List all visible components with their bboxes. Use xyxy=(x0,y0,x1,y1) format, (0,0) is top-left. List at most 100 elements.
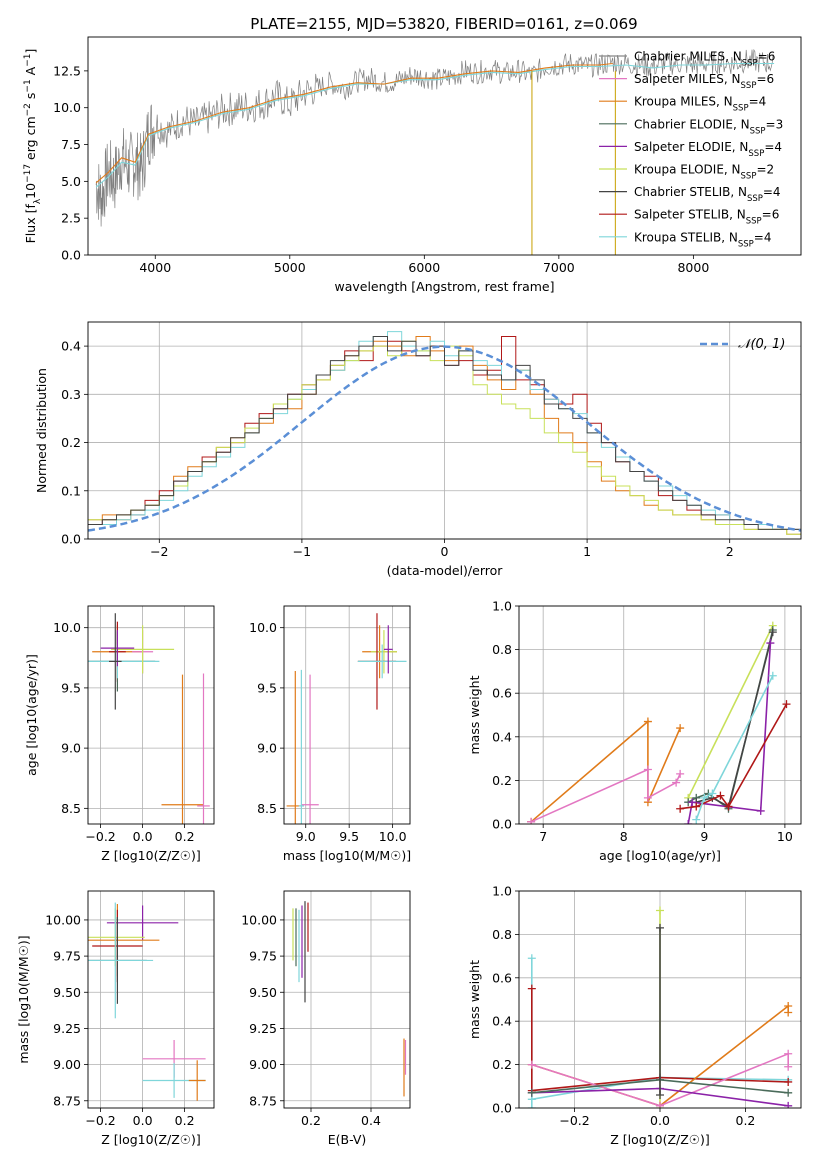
axes-frame xyxy=(518,890,802,1109)
weight-marker xyxy=(527,1104,536,1108)
age_vs_Z-y-label: age [log10(age/yr)] xyxy=(24,654,39,776)
y-tick-label: 2.5 xyxy=(61,211,81,226)
plot-area-mass_vs_Z xyxy=(88,902,206,1101)
spectrum-line-1 xyxy=(95,62,775,188)
y-tick-label: 0.3 xyxy=(61,387,81,402)
x-tick-label: 10 xyxy=(777,829,793,844)
axes-spectrum: 4000 5000 6000 7000 8000 0.0 2.5 5.0 7.5 10.0 12.5… xyxy=(23,36,802,294)
weight-marker xyxy=(784,1088,793,1097)
y-tick-label: 1.0 xyxy=(492,599,512,614)
plot-area-weight_vs_age xyxy=(527,621,791,824)
weight-marker xyxy=(692,815,701,824)
y-tick-label: 9.75 xyxy=(249,949,277,964)
y-tick-label: 9.0 xyxy=(61,741,81,756)
x-tick-label: 0.0 xyxy=(133,829,153,844)
gaussian-reference-curve xyxy=(88,345,801,532)
y-tick-label: 9.50 xyxy=(249,985,277,1000)
y-tick-label: 0.0 xyxy=(61,248,81,263)
y-tick-label: 10.0 xyxy=(53,620,81,635)
weight-marker xyxy=(724,802,733,811)
x-tick-label: 10.0 xyxy=(379,829,407,844)
x-tick-label: −0.2 xyxy=(559,1113,589,1128)
y-tick-label: 9.0 xyxy=(257,741,277,756)
y-tick-label: 9.5 xyxy=(257,680,277,695)
y-tick-label: 9.50 xyxy=(53,985,81,1000)
weight-marker xyxy=(708,789,717,798)
x-tick-label: 2 xyxy=(726,544,734,559)
weight-marker xyxy=(656,923,664,932)
y-tick-label: 10.0 xyxy=(53,100,81,115)
weight-marker xyxy=(784,1077,793,1086)
axes-frame xyxy=(87,36,802,256)
legend-entry: Chabrier ELODIE, NSSP=3 xyxy=(634,117,783,136)
weight-marker xyxy=(766,639,775,648)
x-tick-label: 7000 xyxy=(543,260,575,275)
axes-frame xyxy=(87,321,802,540)
mass_vs_Z-x-label: Z [log10(Z/Z☉)] xyxy=(101,1132,201,1147)
x-tick-label: 4000 xyxy=(139,260,171,275)
legend-gaussian-label: 𝒩(0, 1) xyxy=(738,337,785,352)
axes-frame xyxy=(87,890,215,1109)
weight-marker xyxy=(688,798,697,807)
weight-marker xyxy=(643,793,652,802)
y-tick-label: 0.4 xyxy=(61,339,81,354)
y-tick-label: 10.0 xyxy=(249,620,277,635)
x-tick-label: 9 xyxy=(700,829,708,844)
weight-marker xyxy=(527,984,536,993)
y-tick-label: 0.6 xyxy=(492,686,512,701)
y-tick-label: 0.4 xyxy=(492,729,512,744)
legend-entry: Salpeter MILES, NSSP=6 xyxy=(634,72,774,91)
weight_vs_age-y-label: mass weight xyxy=(467,675,482,754)
y-tick-label: 0.2 xyxy=(492,773,512,788)
axes-age_vs_Z: −0.2 0.0 0.2 8.5 9.0 9.5 10.0 Z [log10(Z/Z☉)] ag… xyxy=(24,605,215,863)
y-tick-label: 0.8 xyxy=(492,927,512,942)
y-tick-label: 0.1 xyxy=(61,483,81,498)
y-tick-label: 0.2 xyxy=(492,1057,512,1072)
y-tick-label: 0.0 xyxy=(492,1101,512,1116)
axes-age_vs_mass: 9.0 9.5 10.0 8.5 9.0 9.5 10.0 mass [log10(M/M☉)… xyxy=(249,605,411,863)
legend-entry: Salpeter ELODIE, NSSP=4 xyxy=(634,140,782,159)
x-tick-label: 0.4 xyxy=(361,1113,381,1128)
axes-frame xyxy=(87,605,215,825)
y-tick-label: 5.0 xyxy=(61,174,81,189)
y-tick-label: 0.6 xyxy=(492,970,512,985)
weight-marker xyxy=(784,1049,793,1058)
spectrum-line-2 xyxy=(95,62,613,184)
weight-marker xyxy=(784,1101,793,1108)
weight-marker xyxy=(716,791,725,800)
weight-marker xyxy=(784,1008,793,1017)
weight_vs_age-x-label: age [log10(age/yr)] xyxy=(599,848,721,863)
spectrum-y-label: Flux [fλ10−17 erg cm−2 s−1 A−1] xyxy=(23,49,43,244)
axes-weight_vs_Z: −0.2 0.0 0.2 0.0 0.2 0.4 0.6 0.8 1.0 Z [log10(Z/Z… xyxy=(467,884,802,1147)
mass_vs_ebv-x-label: E(B-V) xyxy=(328,1132,367,1147)
y-tick-label: 0.0 xyxy=(492,817,512,832)
weight-line-1 xyxy=(530,768,681,823)
weight-marker xyxy=(676,769,685,778)
weight-marker xyxy=(656,1090,664,1099)
y-tick-label: 0.2 xyxy=(61,435,81,450)
weight-marker xyxy=(527,1088,536,1097)
weight-line-7 xyxy=(695,675,774,820)
y-tick-label: 9.25 xyxy=(53,1021,81,1036)
plot-area-weight_vs_Z xyxy=(527,906,793,1108)
axes-frame xyxy=(283,605,411,825)
axes-weight_vs_age: 7 8 9 10 0.0 0.2 0.4 0.6 0.8 1.0 age [log10(age/yr… xyxy=(467,599,802,863)
y-tick-label: 0.0 xyxy=(61,532,81,547)
weight-marker xyxy=(527,954,536,963)
x-tick-label: 9.0 xyxy=(296,829,316,844)
plot-area-age_vs_mass xyxy=(286,613,407,824)
weight-marker xyxy=(676,724,685,733)
x-tick-label: 0.2 xyxy=(175,1113,195,1128)
weight-line-6 xyxy=(679,703,788,810)
weight-line-4 xyxy=(531,1052,789,1107)
weight_vs_Z-x-label: Z [log10(Z/Z☉)] xyxy=(610,1132,710,1147)
y-tick-label: 0.4 xyxy=(492,1014,512,1029)
y-tick-label: 8.75 xyxy=(53,1093,81,1108)
axes-frame xyxy=(518,605,802,825)
y-tick-label: 10.00 xyxy=(45,912,81,927)
spectrum-line-0 xyxy=(95,48,774,227)
weight-marker xyxy=(656,906,664,915)
x-tick-label: −0.2 xyxy=(85,829,115,844)
